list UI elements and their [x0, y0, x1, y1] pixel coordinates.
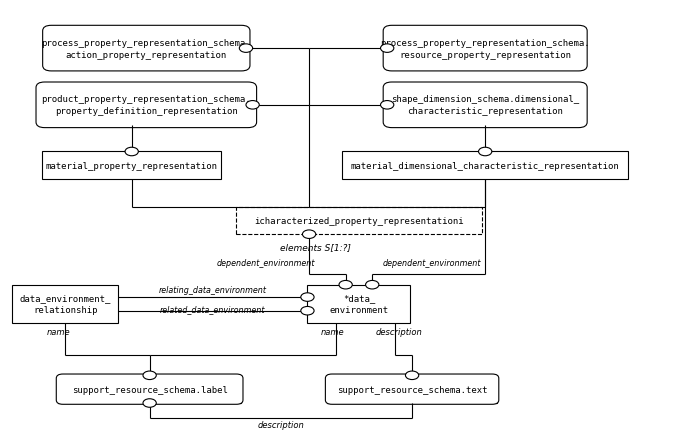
Circle shape	[405, 371, 419, 380]
FancyBboxPatch shape	[58, 375, 241, 403]
FancyBboxPatch shape	[40, 85, 253, 126]
Text: process_property_representation_schema.
action_property_representation: process_property_representation_schema. …	[41, 39, 251, 59]
FancyBboxPatch shape	[383, 83, 587, 128]
FancyBboxPatch shape	[327, 375, 497, 403]
FancyBboxPatch shape	[387, 85, 583, 126]
Text: relating_data_environment: relating_data_environment	[159, 285, 267, 294]
Text: *data_
environment: *data_ environment	[330, 294, 388, 315]
Text: elements S[1:?]: elements S[1:?]	[280, 242, 351, 251]
FancyBboxPatch shape	[43, 26, 250, 72]
Text: process_property_representation_schema.
resource_property_representation: process_property_representation_schema. …	[380, 39, 590, 59]
FancyBboxPatch shape	[42, 152, 222, 180]
FancyBboxPatch shape	[325, 374, 499, 404]
Circle shape	[143, 371, 156, 380]
Text: icharacterized_property_representationi: icharacterized_property_representationi	[254, 217, 464, 226]
Circle shape	[246, 101, 259, 110]
Circle shape	[479, 148, 492, 156]
Circle shape	[239, 45, 253, 53]
Text: related_data_environment: related_data_environment	[160, 304, 266, 313]
FancyBboxPatch shape	[387, 29, 583, 69]
Circle shape	[143, 399, 156, 408]
Text: description: description	[258, 420, 304, 429]
Circle shape	[365, 281, 379, 289]
Text: product_property_representation_schema.
property_definition_representation: product_property_representation_schema. …	[41, 95, 251, 116]
Text: data_environment_
relationship: data_environment_ relationship	[20, 294, 111, 315]
Circle shape	[301, 293, 314, 302]
Text: shape_dimension_schema.dimensional_
characteristic_representation: shape_dimension_schema.dimensional_ char…	[391, 95, 579, 116]
Text: dependent_environment: dependent_environment	[217, 258, 315, 267]
FancyBboxPatch shape	[342, 152, 628, 180]
Circle shape	[380, 101, 394, 110]
Circle shape	[125, 148, 138, 156]
Text: name: name	[321, 327, 344, 336]
Text: name: name	[47, 327, 71, 336]
Circle shape	[302, 230, 316, 239]
Circle shape	[301, 307, 314, 315]
FancyBboxPatch shape	[47, 29, 246, 69]
FancyBboxPatch shape	[36, 83, 256, 128]
Circle shape	[339, 281, 353, 289]
Text: support_resource_schema.text: support_resource_schema.text	[337, 385, 487, 394]
Text: dependent_environment: dependent_environment	[383, 258, 481, 267]
Text: material_dimensional_characteristic_representation: material_dimensional_characteristic_repr…	[351, 161, 620, 171]
Text: description: description	[376, 327, 422, 336]
FancyBboxPatch shape	[12, 285, 119, 323]
Text: material_property_representation: material_property_representation	[45, 161, 218, 171]
FancyBboxPatch shape	[307, 285, 410, 323]
Text: support_resource_schema.label: support_resource_schema.label	[72, 385, 228, 394]
FancyBboxPatch shape	[236, 208, 482, 235]
Circle shape	[380, 45, 394, 53]
FancyBboxPatch shape	[383, 26, 587, 72]
FancyBboxPatch shape	[56, 374, 243, 404]
